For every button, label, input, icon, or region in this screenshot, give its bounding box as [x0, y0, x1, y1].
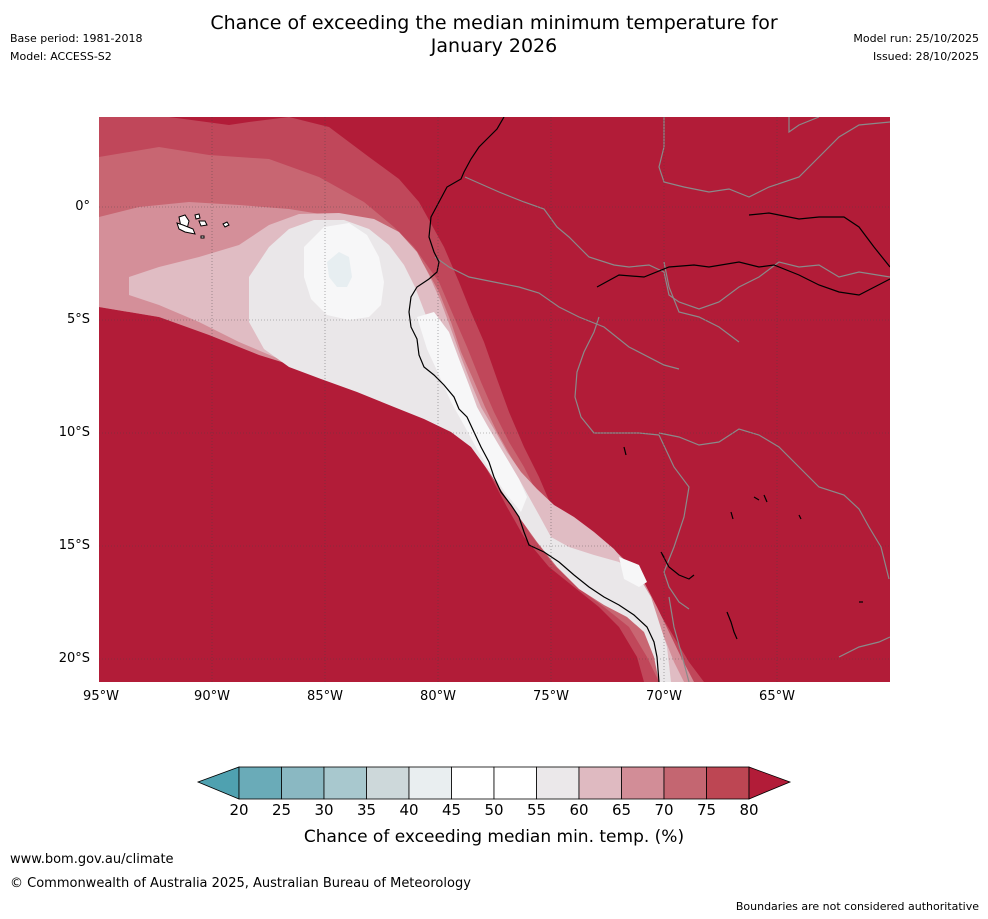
lat-label-0: 0°: [75, 199, 90, 214]
colorbar-tick-label: 80: [739, 801, 759, 819]
colorbar-tick-label: 55: [526, 801, 547, 819]
colorbar-tick-label: 45: [441, 801, 462, 819]
colorbar-cell: [578, 766, 622, 800]
colorbar: [196, 766, 792, 800]
lon-label-95w: 95°W: [83, 689, 119, 704]
lon-label-90w: 90°W: [194, 689, 230, 704]
colorbar-cell: [621, 766, 665, 800]
contour-50-55-coast: [417, 312, 527, 512]
colorbar-tick-label: 30: [314, 801, 334, 819]
colorbar-cell: [281, 766, 325, 800]
copyright-text: © Commonwealth of Australia 2025, Austra…: [10, 876, 471, 891]
lat-label-10s: 10°S: [58, 425, 90, 440]
issued-text: Issued: 28/10/2025: [872, 50, 979, 63]
galapagos-islands: [176, 213, 230, 239]
colorbar-tick-label: 75: [696, 801, 717, 819]
contour-55-60: [249, 220, 671, 682]
forecast-map: [99, 117, 890, 682]
model-text: Model: ACCESS-S2: [10, 50, 112, 63]
graticule: [99, 117, 890, 682]
colorbar-tick-label: 25: [271, 801, 292, 819]
title-line-2: January 2026: [430, 35, 558, 57]
colorbar-cell: [663, 766, 707, 800]
base-period-text: Base period: 1981-2018: [10, 32, 143, 45]
colorbar-tick-label: 60: [569, 801, 589, 819]
disclaimer-text: Boundaries are not considered authoritat…: [735, 900, 979, 913]
lon-label-75w: 75°W: [533, 689, 569, 704]
colorbar-tick-label: 35: [356, 801, 377, 819]
colorbar-tick-label: 70: [654, 801, 674, 819]
lon-label-70w: 70°W: [646, 689, 682, 704]
colorbar-cell: [366, 766, 410, 800]
website-link[interactable]: www.bom.gov.au/climate: [10, 852, 174, 867]
colorbar-tick-label: 40: [399, 801, 419, 819]
lat-label-5s: 5°S: [66, 312, 90, 327]
lat-label-20s: 20°S: [58, 651, 90, 666]
contour-45-50-core: [327, 252, 352, 287]
model-run-text: Model run: 25/10/2025: [853, 32, 979, 45]
lat-label-15s: 15°S: [58, 538, 90, 553]
country-borders: [434, 117, 890, 682]
colorbar-cell: [323, 766, 367, 800]
lon-label-80w: 80°W: [420, 689, 456, 704]
colorbar-tick-label: 50: [484, 801, 504, 819]
lon-label-85w: 85°W: [307, 689, 343, 704]
colorbar-high-extension: [748, 766, 792, 800]
colorbar-title: Chance of exceeding median min. temp. (%…: [303, 827, 685, 847]
colorbar-tick-label: 20: [229, 801, 249, 819]
title-line-1: Chance of exceeding the median minimum t…: [210, 12, 778, 34]
colorbar-cell: [536, 766, 580, 800]
chart-title: Chance of exceeding the median minimum t…: [0, 12, 988, 58]
coastlines: [408, 117, 890, 682]
lon-label-65w: 65°W: [759, 689, 795, 704]
colorbar-cell: [493, 766, 537, 800]
colorbar-cell: [706, 766, 750, 800]
colorbar-cell: [451, 766, 495, 800]
colorbar-low-extension: [196, 766, 240, 800]
colorbar-tick-label: 65: [611, 801, 632, 819]
colorbar-cell: [238, 766, 282, 800]
colorbar-cell: [408, 766, 452, 800]
contour-50-55-south: [619, 557, 647, 587]
